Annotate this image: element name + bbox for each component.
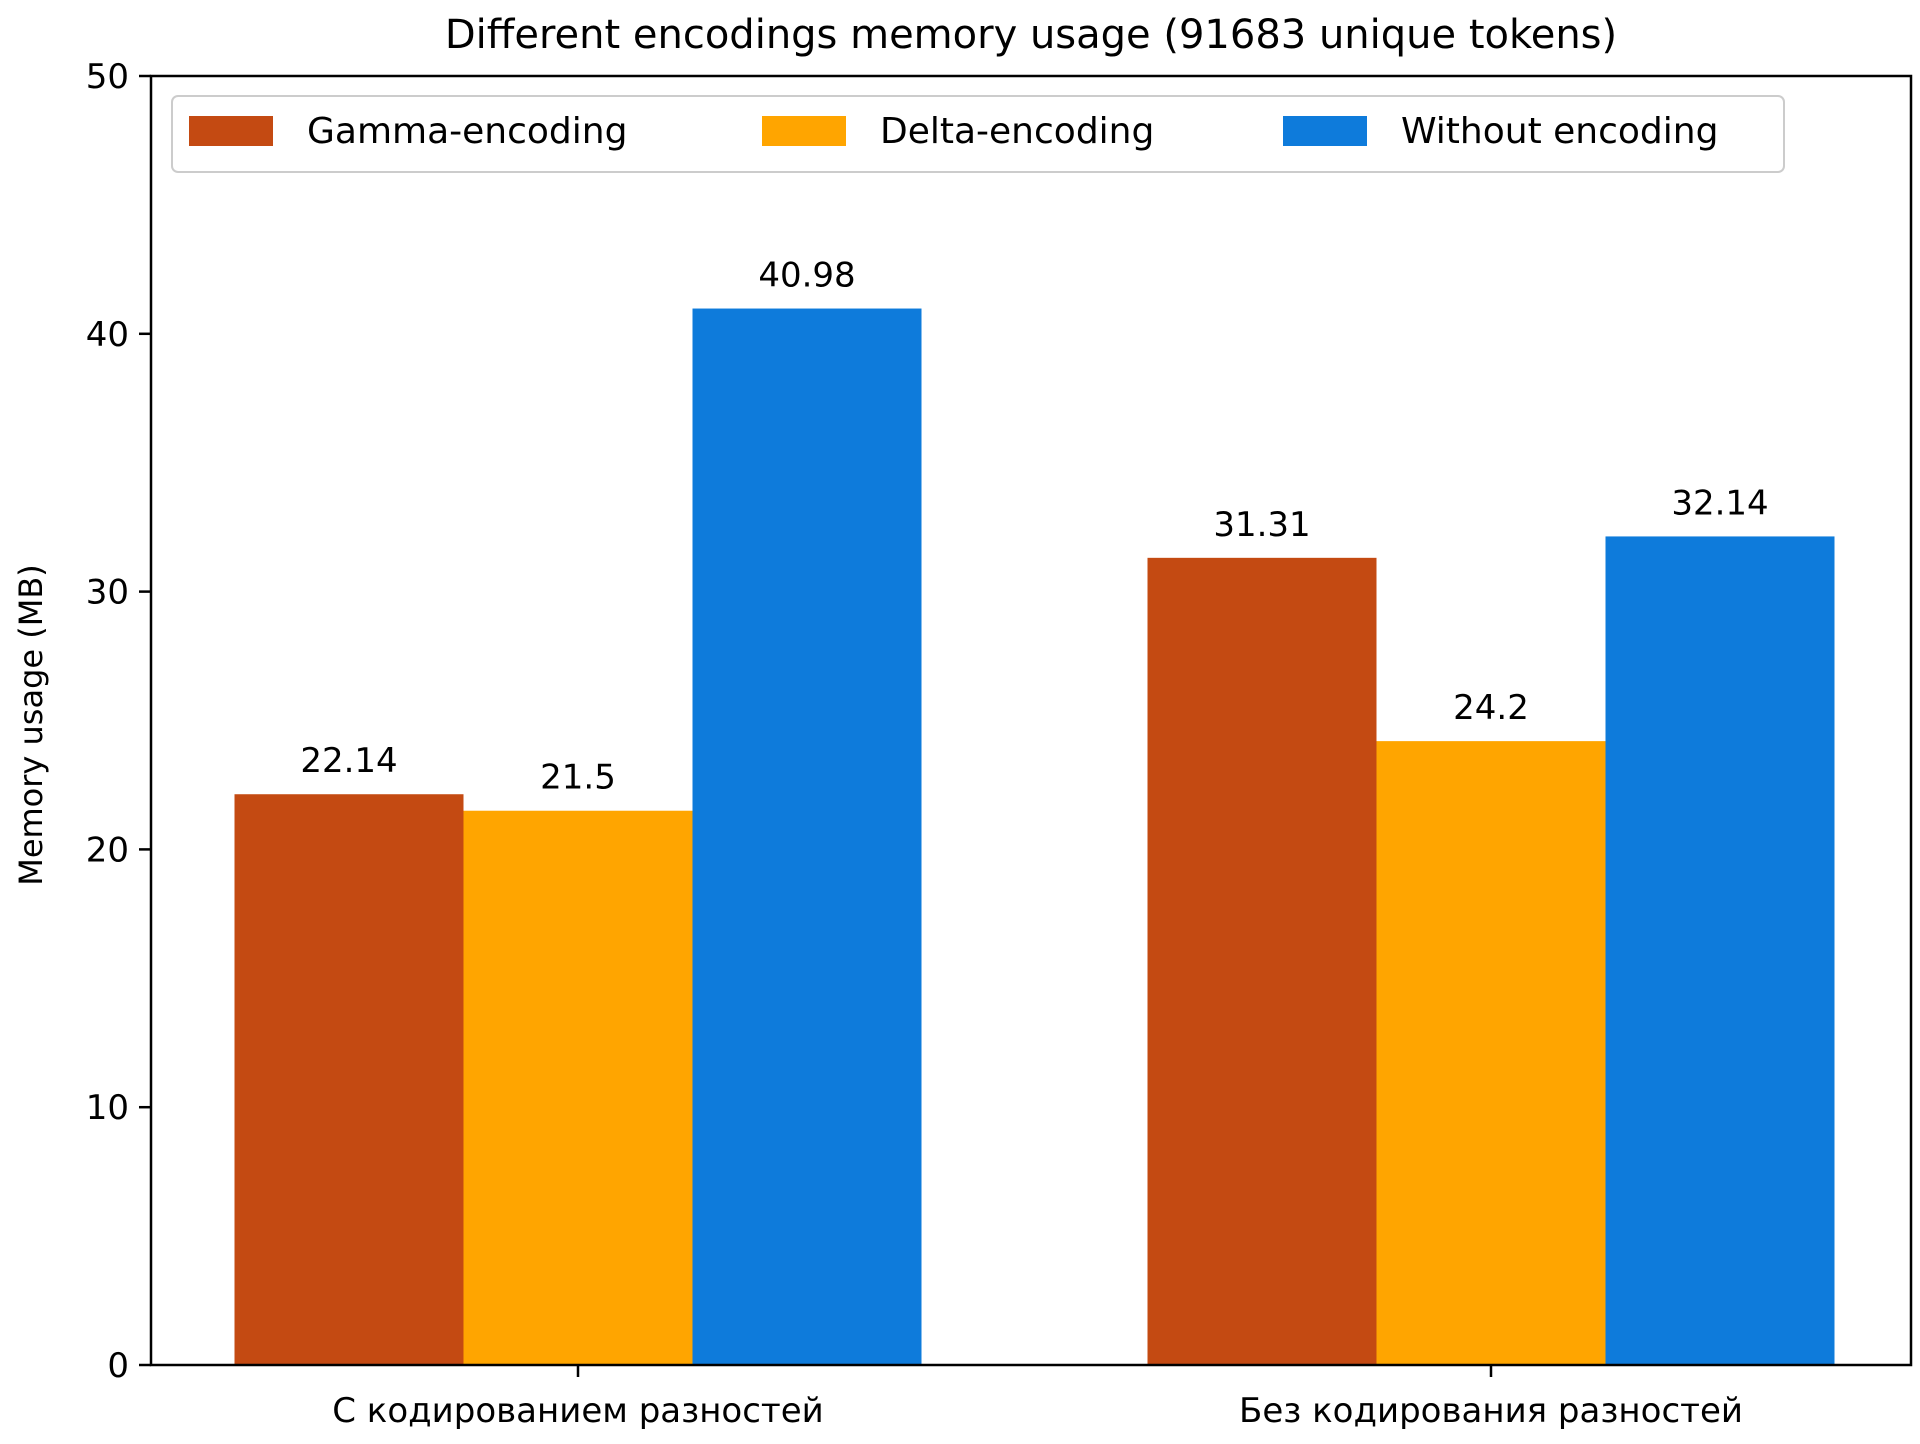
data-label-3-category-2: 32.14 [1671,483,1768,523]
data-label-2-category-1: 21.5 [540,758,616,798]
bar-1-category-1 [234,794,464,1365]
bar-3-category-1 [692,308,922,1365]
data-labels-layer: 22.14 21.5 40.98 31.31 24.2 32.14 [300,256,1768,798]
legend-frame [171,95,1785,173]
bar-3-category-2 [1605,536,1835,1365]
data-label-3-category-1: 40.98 [758,256,855,296]
legend-label-2: Delta-encoding [880,111,1154,152]
y-tick-label: 30 [86,573,129,613]
data-label-2-category-2: 24.2 [1453,688,1529,728]
bar-2-category-2 [1376,741,1606,1365]
x-tick-label-2: Без кодирования разностей [1239,1391,1743,1431]
legend-label-3: Without encoding [1401,111,1718,152]
bars-layer [234,308,1835,1365]
legend: Gamma-encoding Delta-encoding Without enco… [171,95,1785,173]
x-axis-ticks: С кодированием разностей Без кодирования … [332,1365,1743,1431]
y-tick-label: 0 [107,1346,129,1386]
y-tick-label: 10 [86,1088,129,1128]
y-tick-label: 40 [86,315,129,355]
y-axis-ticks: 0 10 20 30 40 50 [86,57,151,1386]
y-tick-label: 20 [86,830,129,870]
legend-swatch-1 [189,116,273,146]
legend-swatch-3 [1283,116,1367,146]
x-tick-label-1: С кодированием разностей [332,1391,824,1431]
y-axis-label: Memory usage (MB) [12,564,50,886]
legend-label-1: Gamma-encoding [307,111,627,152]
data-label-1-category-1: 22.14 [300,741,397,781]
y-tick-label: 50 [86,57,129,97]
legend-swatch-2 [762,116,846,146]
data-label-1-category-2: 31.31 [1213,505,1310,545]
plot-area-frame [149,74,1913,1367]
bar-2-category-1 [463,810,693,1365]
chart-title: Different encodings memory usage (91683 … [445,12,1617,58]
bar-1-category-2 [1147,557,1377,1365]
